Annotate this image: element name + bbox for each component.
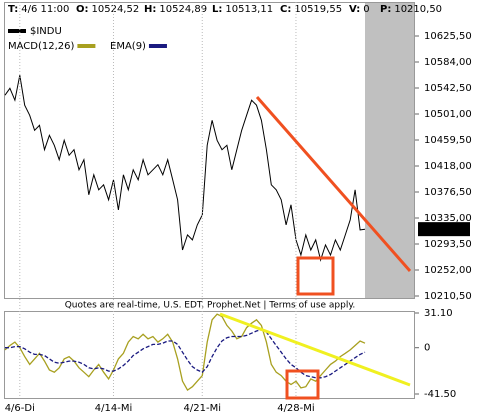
series-line <box>4 313 366 392</box>
x-tick-label: 4/28-Mi <box>277 403 314 414</box>
x-tick-label: 4/14-Mi <box>95 403 132 414</box>
x-tick-label: 4/6-Di <box>5 403 35 414</box>
header-value: 10519,55 <box>294 4 342 15</box>
header-label: L: <box>212 4 222 15</box>
header-label: T: <box>8 4 18 15</box>
y-tick-label: 10625,50 <box>424 31 472 42</box>
y-tick-label: 10293,50 <box>424 239 472 250</box>
legend-label: EMA(9) <box>110 41 146 52</box>
header-item: P: 10210,50 <box>380 4 442 15</box>
header-value: 10210,50 <box>394 4 442 15</box>
y-tick-label: 10459,50 <box>424 135 472 146</box>
header-item: V: 0 <box>349 4 370 15</box>
price-panel <box>4 2 415 299</box>
y-tick-label: 10210,50 <box>424 291 472 302</box>
y-tick-label: 10501,00 <box>424 109 472 120</box>
header-item: H: 10524,89 <box>144 4 207 15</box>
highlight-box <box>296 256 335 296</box>
y-tick-label: 10252,00 <box>424 265 472 276</box>
header-label: C: <box>280 4 291 15</box>
future-region <box>365 2 415 298</box>
header-label: O: <box>76 4 89 15</box>
y-tick-label: 10418,00 <box>424 161 472 172</box>
header-label: H: <box>144 4 156 15</box>
header-value: 10513,11 <box>225 4 273 15</box>
y-tick-label: 10335,00 <box>424 213 472 224</box>
header-label: V: <box>349 4 360 15</box>
header-label: P: <box>380 4 391 15</box>
header-item: O: 10524,52 <box>76 4 139 15</box>
y-tick-label: 0 <box>424 343 430 354</box>
y-tick-label: 10376,50 <box>424 187 472 198</box>
macd-highlight-box <box>285 369 320 400</box>
header-item: L: 10513,11 <box>212 4 273 15</box>
header-item: T: 4/6 11:00 <box>8 4 69 15</box>
header-value: 4/6 11:00 <box>21 4 69 15</box>
series-line <box>5 329 366 379</box>
y-tick-label: 31.10 <box>424 308 453 319</box>
y-tick-label: 10584,00 <box>424 57 472 68</box>
header-value: 10524,52 <box>92 4 140 15</box>
quote-notice: Quotes are real-time, U.S. EDT. Prophet.… <box>65 301 356 311</box>
legend-label: $INDU <box>30 26 62 37</box>
last-price-label: 10317,20 <box>421 224 469 235</box>
header-item: C: 10519,55 <box>280 4 342 15</box>
macd-panel <box>4 311 415 399</box>
header-value: 0 <box>363 4 369 15</box>
y-tick-label: -41.50 <box>424 389 456 400</box>
trend-line <box>255 96 412 272</box>
series-line <box>4 75 366 262</box>
legend-label: MACD(12,26) <box>8 41 75 52</box>
last-price-box <box>418 222 470 237</box>
x-tick-label: 4/21-Mi <box>184 403 221 414</box>
y-tick-label: 10542,50 <box>424 83 472 94</box>
macd-trend-line <box>219 312 411 387</box>
header-value: 10524,89 <box>159 4 207 15</box>
